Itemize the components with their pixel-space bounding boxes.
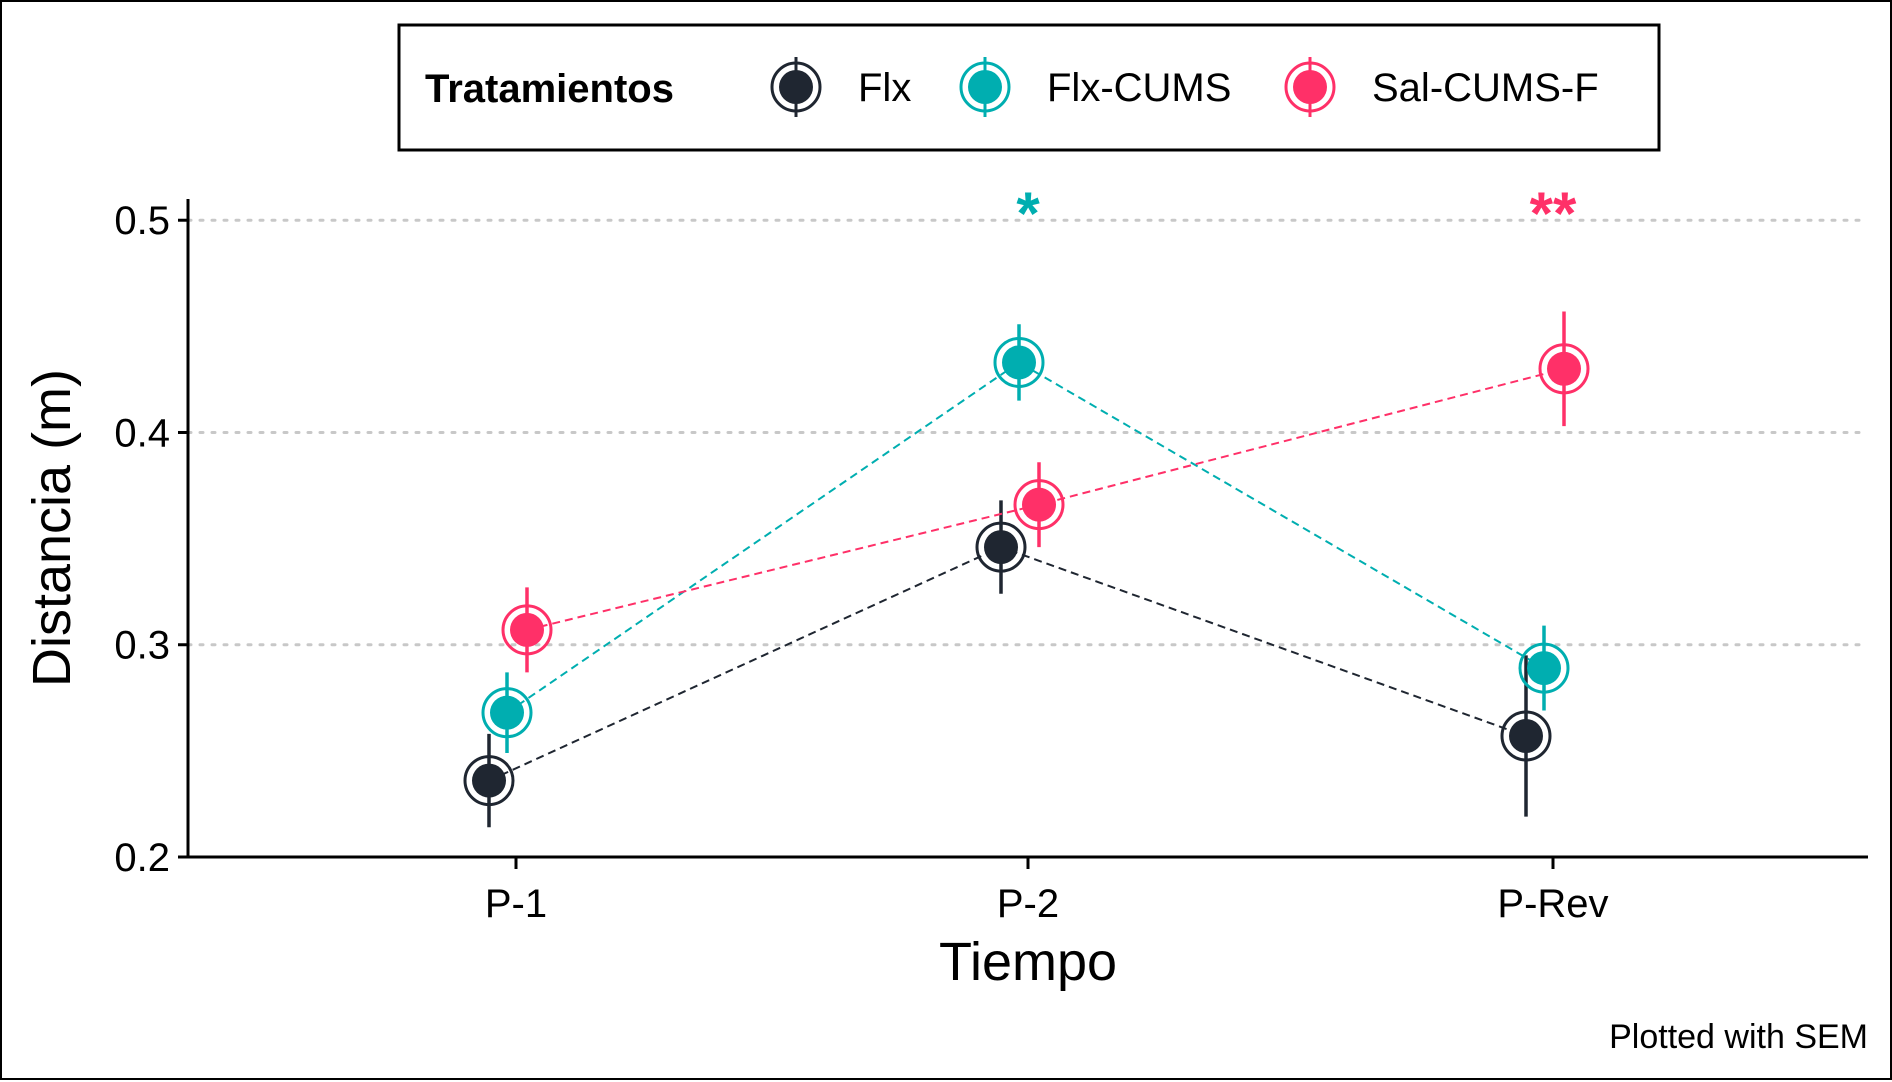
- legend-item: Flx: [770, 57, 911, 117]
- legend-key-point: [968, 70, 1002, 104]
- data-point: [984, 530, 1018, 565]
- legend-box: [397, 23, 1661, 152]
- y-axis-title: Distancia (m): [22, 369, 82, 687]
- significance-mark: *: [1016, 180, 1040, 247]
- legend-key-point: [1293, 70, 1327, 104]
- axis-ticks: 0.2 0.3 0.4 0.5 P-1 P-2 P-Rev: [114, 199, 1608, 926]
- data-point-ring: [1013, 479, 1065, 531]
- x-axis-title: Tiempo: [939, 932, 1117, 992]
- series-flx: [463, 500, 1552, 828]
- series-sal-cums-f: [501, 311, 1590, 673]
- legend-item: Flx-CUMS: [959, 57, 1231, 117]
- y-tick-label: 0.2: [114, 836, 170, 880]
- series-line: [488, 546, 1527, 782]
- y-tick-label: 0.5: [114, 199, 170, 243]
- x-tick-label: P-Rev: [1497, 882, 1608, 926]
- legend-key-ring: [1284, 61, 1336, 113]
- data-point: [490, 695, 524, 730]
- data-point-ring: [1518, 642, 1570, 694]
- legend: Tratamientos Flx Flx-CUMS Sal-CUMS-F: [397, 23, 1661, 152]
- grid-lines: [186, 218, 1870, 647]
- significance-mark: **: [1530, 180, 1577, 247]
- caption: Plotted with SEM: [1609, 1018, 1868, 1056]
- data-point-ring: [1500, 710, 1552, 762]
- data-point-ring: [975, 521, 1027, 573]
- data-point-ring: [481, 687, 533, 739]
- data-point-ring: [501, 604, 553, 656]
- legend-key-ring: [959, 61, 1011, 113]
- legend-title: Tratamientos: [425, 67, 674, 111]
- y-tick-label: 0.3: [114, 624, 170, 668]
- legend-item-label: Flx-CUMS: [1047, 66, 1231, 110]
- series-layer: [463, 311, 1590, 828]
- x-tick-label: P-2: [997, 882, 1059, 926]
- legend-item-label: Sal-CUMS-F: [1372, 66, 1599, 110]
- data-point-ring: [463, 755, 515, 807]
- x-tick-label: P-1: [485, 882, 547, 926]
- legend-key-point: [779, 70, 813, 104]
- data-point-ring: [1538, 343, 1590, 395]
- legend-item-label: Flx: [858, 66, 911, 110]
- data-point: [1527, 651, 1561, 686]
- data-point: [510, 612, 544, 647]
- y-tick-label: 0.4: [114, 411, 170, 455]
- legend-key-ring: [770, 61, 822, 113]
- data-point: [1547, 351, 1581, 386]
- axes: [186, 199, 1868, 859]
- data-point: [1509, 719, 1543, 754]
- legend-item: Sal-CUMS-F: [1284, 57, 1599, 117]
- significance-annotations: * **: [1016, 180, 1577, 247]
- data-point: [1002, 345, 1036, 380]
- data-point: [1022, 487, 1056, 522]
- data-point-ring: [993, 336, 1045, 388]
- series-flx-cums: [481, 324, 1570, 753]
- data-point: [472, 763, 506, 798]
